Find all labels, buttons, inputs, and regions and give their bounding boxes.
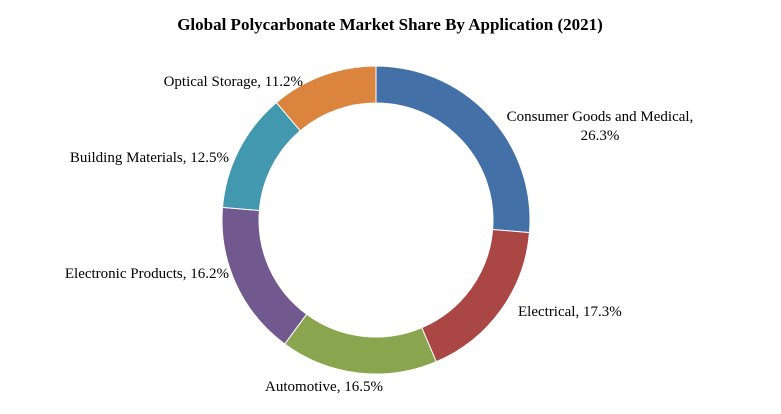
donut-slices	[221, 65, 531, 375]
slice-automotive	[284, 313, 437, 375]
slice-consumer-goods-and-medical	[375, 65, 531, 234]
label-building-materials: Building Materials, 12.5%	[70, 150, 229, 166]
slice-optical-storage	[275, 65, 377, 132]
label-electronic-products: Electronic Products, 16.2%	[65, 266, 229, 282]
slice-labels: Consumer Goods and Medical, 26.3% Electric…	[65, 74, 693, 395]
slice-building-materials	[221, 101, 301, 211]
label-consumer-goods-and-medical: Consumer Goods and Medical, 26.3%	[507, 109, 694, 144]
label-electrical: Electrical, 17.3%	[518, 304, 622, 320]
slice-electrical	[421, 229, 531, 363]
label-optical-storage: Optical Storage, 11.2%	[164, 74, 303, 90]
chart-title: Global Polycarbonate Market Share By App…	[177, 15, 603, 34]
slice-electronic-products	[221, 206, 308, 345]
label-automotive: Automotive, 16.5%	[265, 379, 383, 395]
